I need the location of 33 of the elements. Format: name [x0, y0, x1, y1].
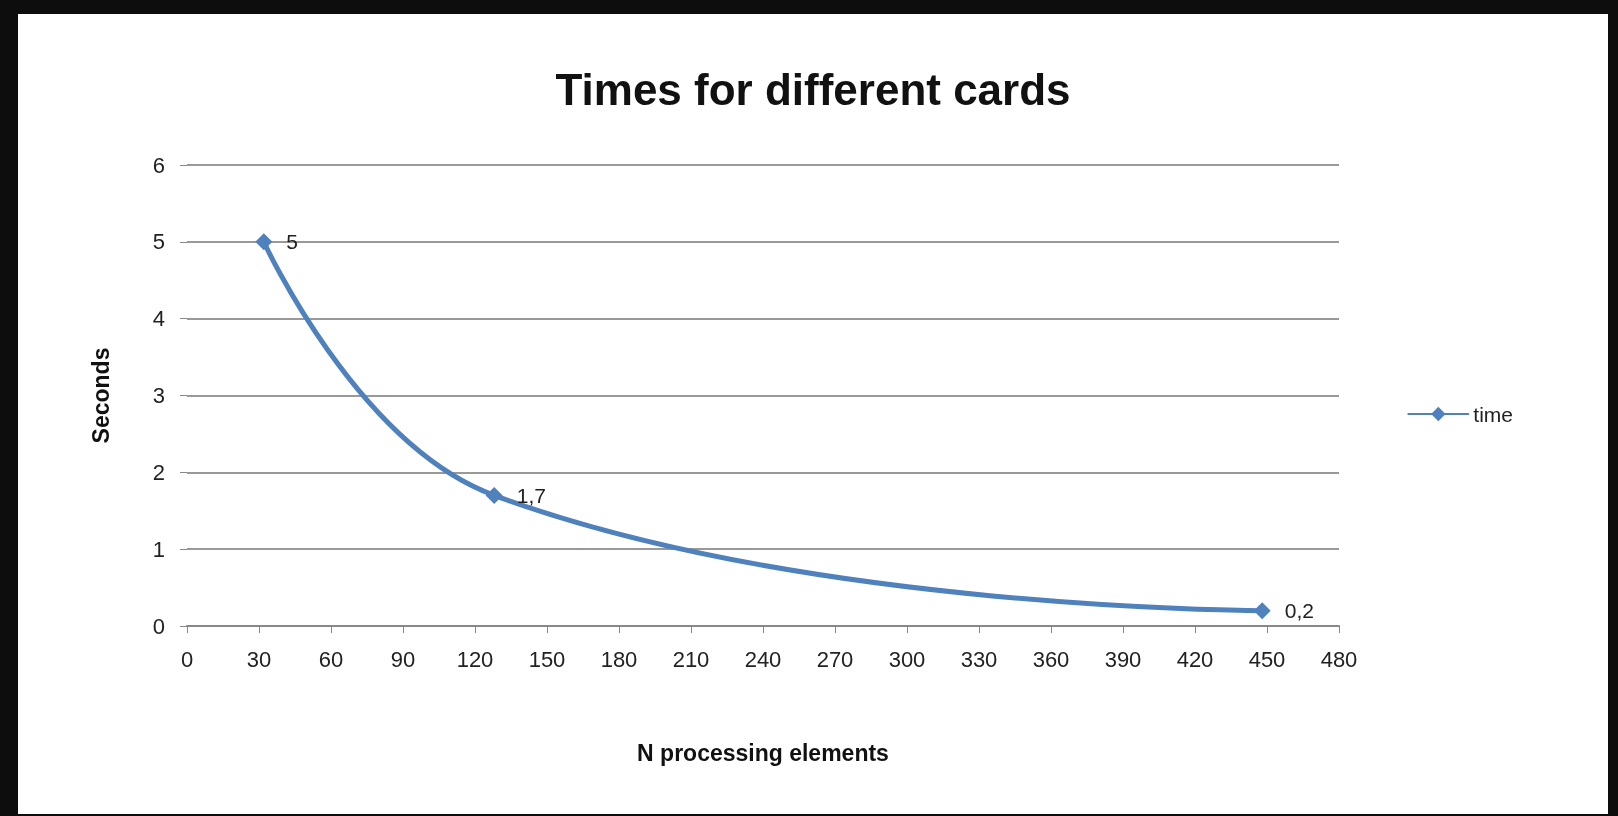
x-tick-label: 480 — [1320, 646, 1358, 672]
legend-label: time — [1473, 402, 1514, 426]
data-label: 5 — [286, 230, 298, 254]
y-tick-label: 2 — [152, 459, 165, 485]
x-tick-label: 300 — [888, 646, 926, 672]
x-tick-label: 60 — [318, 646, 344, 672]
x-tick-label: 180 — [600, 646, 638, 672]
data-label: 0,2 — [1284, 599, 1314, 623]
y-axis-title: Seconds — [87, 347, 114, 444]
point — [255, 233, 273, 251]
x-tick-label: 450 — [1248, 646, 1286, 672]
x-tick-label: 390 — [1104, 646, 1142, 672]
y-tick-label: 6 — [152, 152, 165, 178]
x-tick-label: 330 — [960, 646, 998, 672]
x-tick-label: 150 — [528, 646, 566, 672]
x-tick-label: 120 — [456, 646, 494, 672]
y-tick-label: 4 — [152, 306, 165, 332]
y-tick-label: 1 — [152, 536, 165, 562]
x-tick-label: 270 — [816, 646, 854, 672]
y-tick-label: 0 — [152, 613, 165, 639]
x-tick-label: 0 — [180, 646, 194, 672]
point — [485, 486, 503, 504]
x-tick-label: 210 — [672, 646, 710, 672]
x-tick-label: 420 — [1176, 646, 1214, 672]
y-tick-label: 3 — [152, 383, 165, 408]
y-tick-label: 5 — [152, 229, 165, 255]
chart-title: Times for different cards — [555, 64, 1071, 114]
x-axis-title: N processing elements — [637, 739, 889, 766]
data-label: 1,7 — [516, 483, 546, 507]
x-tick-label: 90 — [390, 646, 416, 672]
x-tick-label: 240 — [744, 646, 782, 672]
x-tick-label: 30 — [246, 646, 272, 672]
x-tick-label: 360 — [1032, 646, 1070, 672]
